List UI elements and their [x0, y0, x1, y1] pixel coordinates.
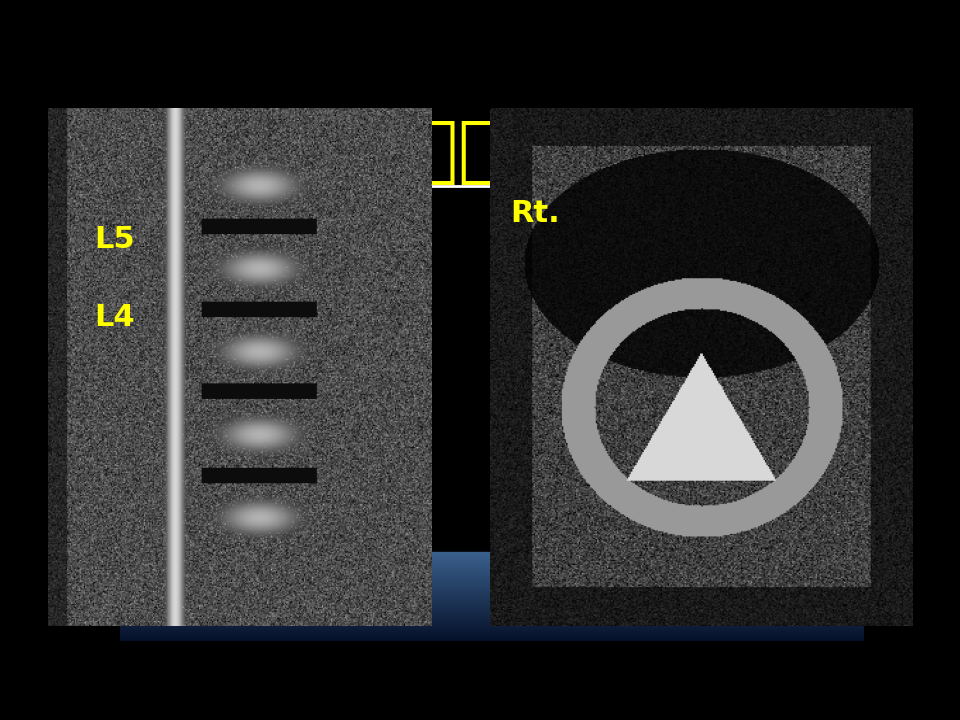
Bar	[120, 640, 864, 641]
Bar	[120, 604, 864, 606]
Bar	[120, 595, 864, 596]
Bar	[120, 592, 864, 593]
Text: sagittal: sagittal	[234, 591, 378, 624]
Bar	[120, 601, 864, 602]
Bar	[120, 580, 864, 581]
Bar	[120, 573, 864, 575]
Bar	[120, 562, 864, 563]
Bar	[120, 583, 864, 584]
Text: L4: L4	[94, 302, 134, 332]
Bar	[120, 559, 864, 560]
Text: 手術後　MRI: 手術後 MRI	[328, 118, 656, 187]
Bar	[120, 563, 864, 564]
Bar	[120, 588, 864, 590]
Bar	[120, 616, 864, 617]
Bar	[120, 568, 864, 569]
Bar	[120, 638, 864, 639]
Bar	[120, 613, 864, 614]
Text: L5: L5	[94, 225, 134, 254]
Bar	[120, 639, 864, 640]
Bar	[120, 608, 864, 609]
Bar	[120, 579, 864, 580]
Bar	[120, 611, 864, 613]
Bar	[120, 561, 864, 562]
Bar	[120, 619, 864, 621]
Bar	[120, 636, 864, 637]
Bar	[120, 567, 864, 568]
Bar	[120, 577, 864, 578]
Bar	[120, 629, 864, 630]
Bar	[120, 556, 864, 557]
Bar	[120, 581, 864, 582]
Bar	[120, 590, 864, 591]
Bar	[120, 637, 864, 638]
Bar	[120, 596, 864, 598]
Bar	[120, 625, 864, 626]
Bar	[120, 622, 864, 623]
Bar	[120, 607, 864, 608]
Bar	[120, 586, 864, 587]
Bar	[120, 570, 864, 571]
Bar	[120, 618, 864, 619]
Bar	[120, 560, 864, 561]
Bar	[120, 593, 864, 594]
Bar	[120, 631, 864, 632]
Bar	[120, 602, 864, 603]
Bar	[120, 572, 864, 573]
Bar	[120, 558, 864, 559]
Bar	[120, 614, 864, 615]
Bar	[120, 615, 864, 616]
Bar	[120, 624, 864, 625]
Text: axial: axial	[618, 591, 708, 624]
Bar	[120, 554, 864, 556]
Bar	[120, 582, 864, 583]
Bar	[120, 633, 864, 634]
Bar	[120, 600, 864, 601]
Bar	[120, 621, 864, 622]
Bar	[120, 557, 864, 558]
Bar	[120, 584, 864, 585]
Text: Rt.: Rt.	[511, 199, 561, 228]
Bar	[120, 634, 864, 636]
Bar	[120, 576, 864, 577]
Bar	[120, 587, 864, 588]
Bar	[120, 628, 864, 629]
Bar	[120, 585, 864, 586]
Bar	[120, 610, 864, 611]
Bar	[120, 630, 864, 631]
Bar	[120, 609, 864, 610]
Bar	[120, 578, 864, 579]
Bar	[120, 591, 864, 592]
Bar	[120, 598, 864, 599]
Bar	[120, 594, 864, 595]
Bar	[120, 617, 864, 618]
Bar	[120, 626, 864, 628]
Bar	[120, 632, 864, 633]
Bar	[120, 553, 864, 554]
Bar	[120, 623, 864, 624]
Bar	[120, 564, 864, 565]
Bar	[120, 606, 864, 607]
Bar	[120, 565, 864, 567]
Bar	[120, 552, 864, 553]
Bar	[120, 569, 864, 570]
Bar	[120, 575, 864, 576]
Bar	[120, 571, 864, 572]
Bar	[120, 603, 864, 604]
Bar	[120, 599, 864, 600]
